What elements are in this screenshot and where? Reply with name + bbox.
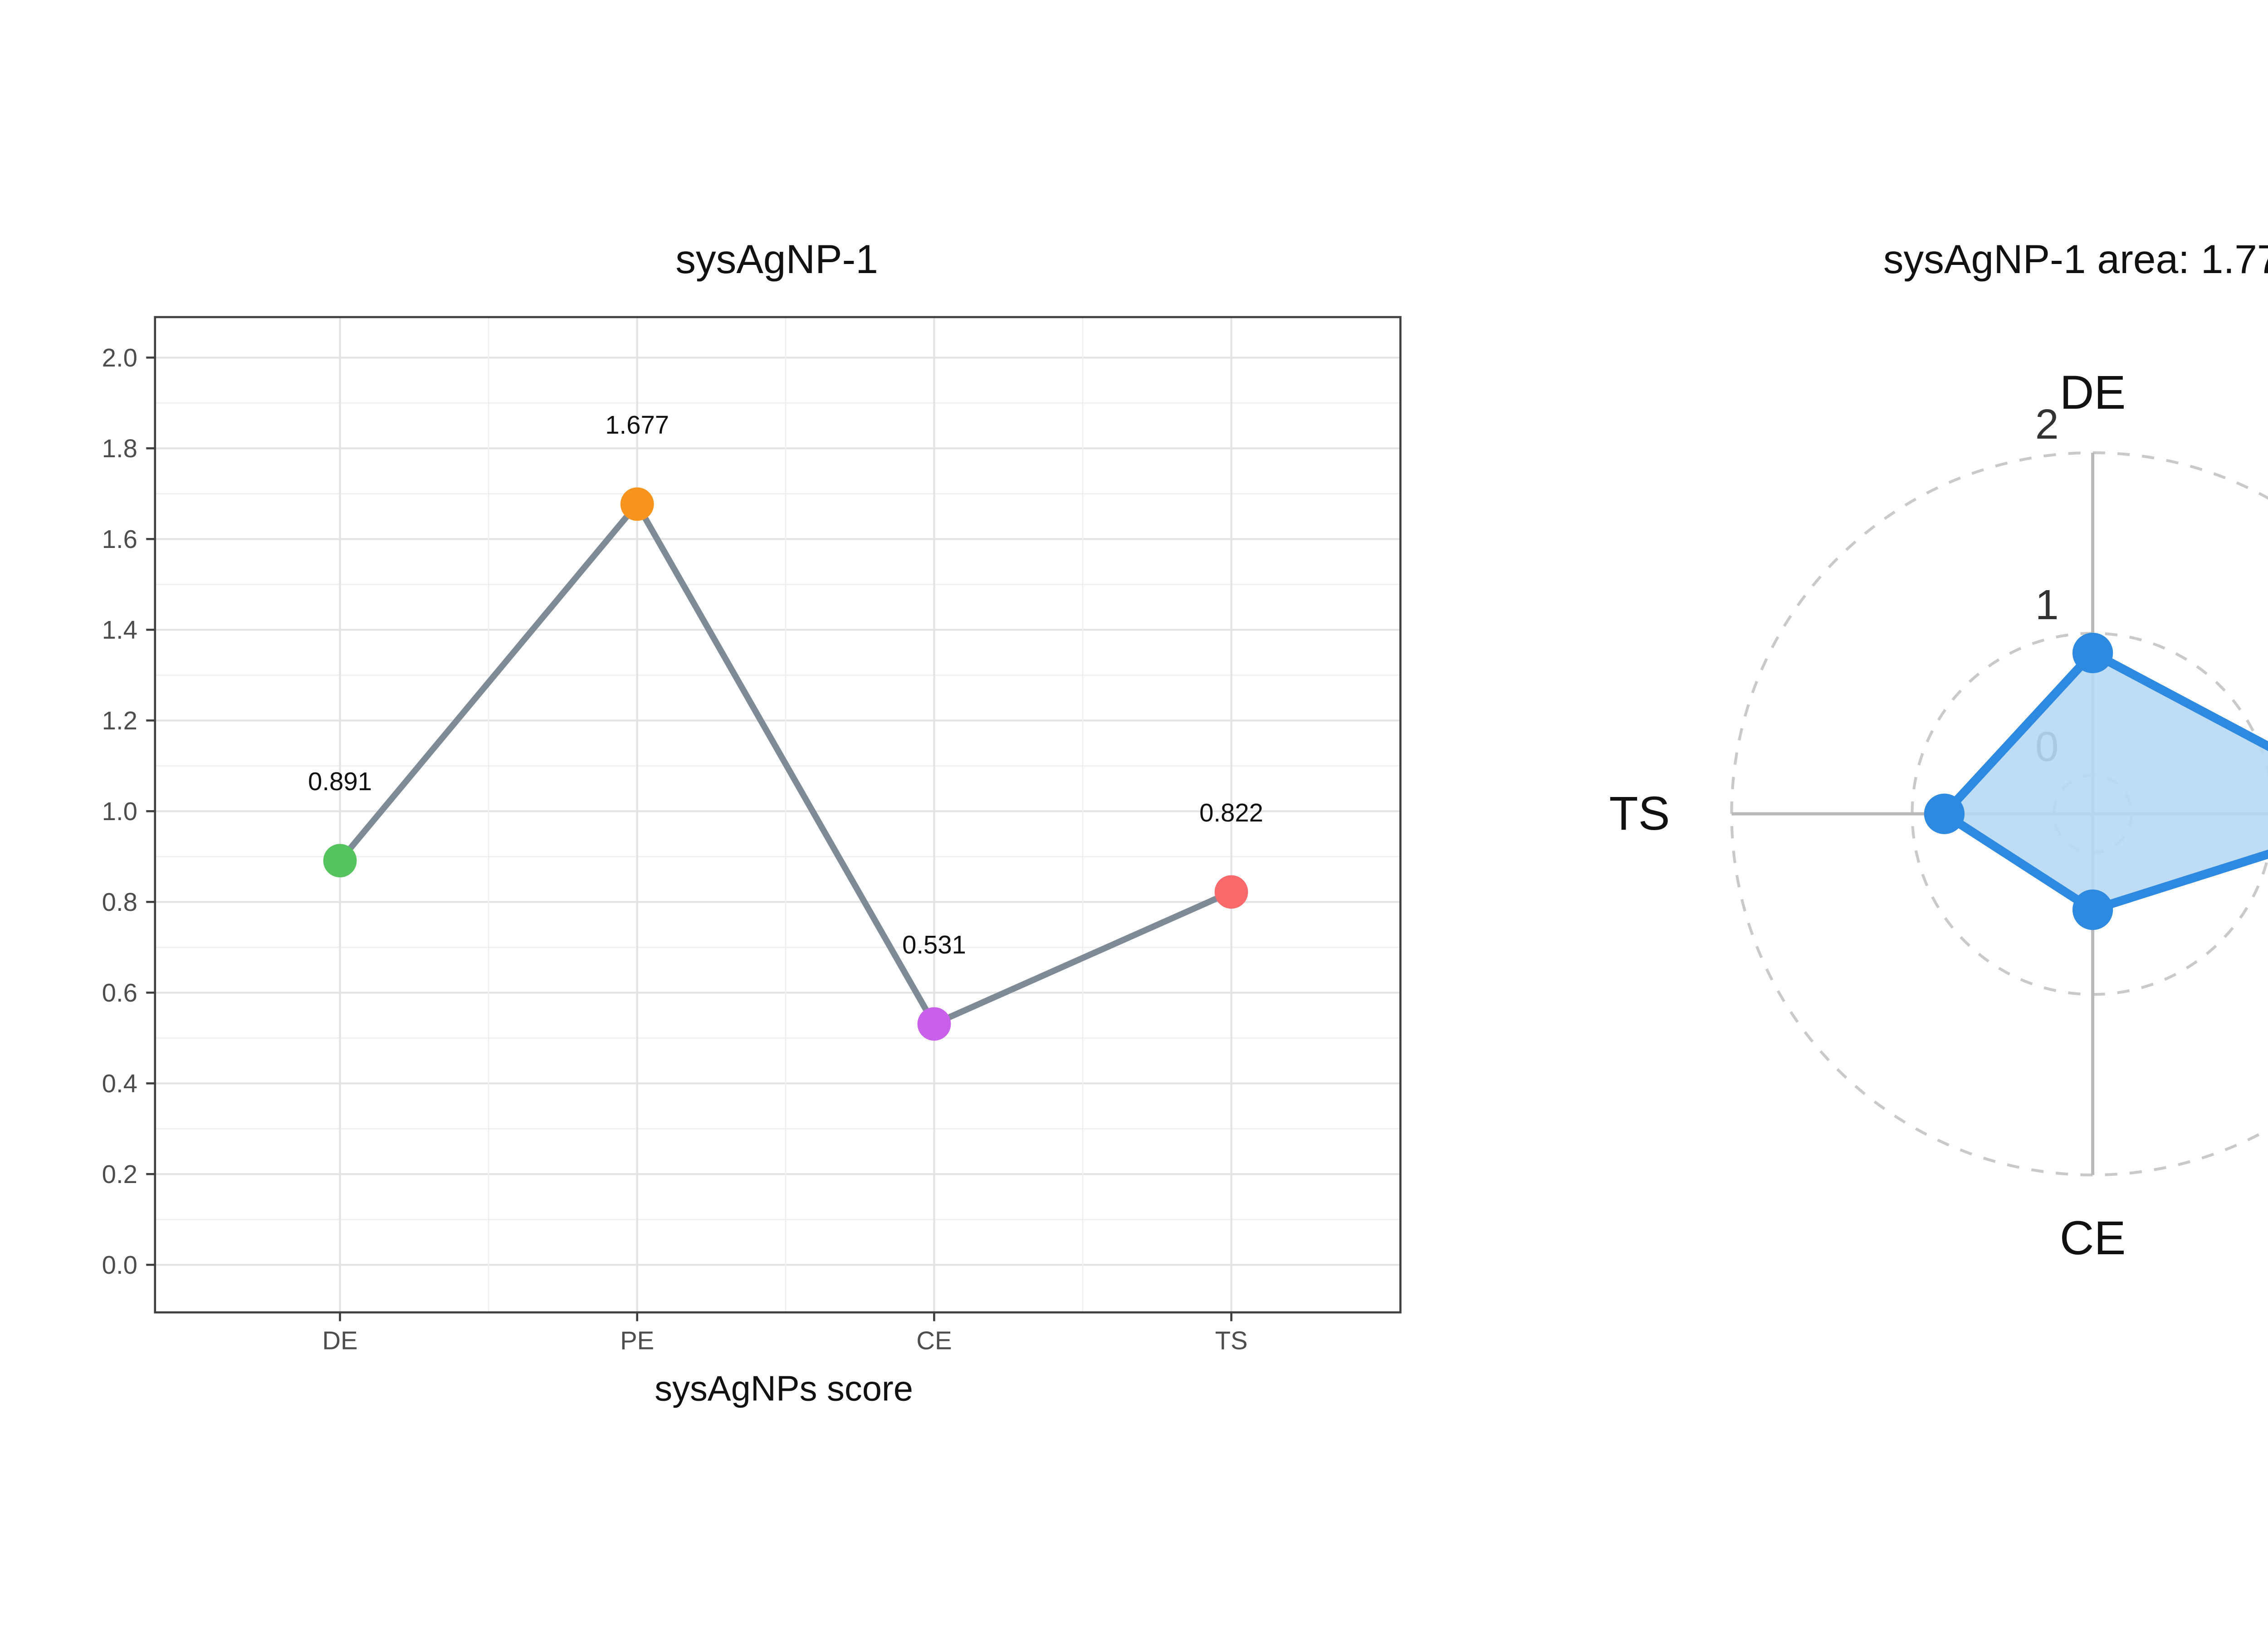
- radar-vertex-CE: [2072, 889, 2113, 930]
- line-chart: 0.0 0.2 0.4 0.6 0.8 1.0 1.2 1.4 1.6 1.8 2.0 DE PE CE T…: [102, 316, 1402, 1355]
- radar-polygon: [1940, 648, 2268, 914]
- radar-ring-label: 1: [2035, 581, 2059, 628]
- x-tick-label: PE: [620, 1326, 654, 1355]
- line-chart-x-axis-title: sysAgNPs score: [655, 1369, 913, 1408]
- radar-vertex-TS: [1924, 793, 1965, 834]
- plot-panel: [155, 317, 1401, 1313]
- score-value-label-DE: 0.891: [308, 767, 372, 796]
- radar-chart-title: sysAgNP-1 area: 1.777: [1883, 236, 2268, 282]
- x-tick-label: DE: [322, 1326, 357, 1355]
- y-tick-label: 1.8: [102, 434, 137, 463]
- y-tick-label: 0.4: [102, 1069, 137, 1098]
- score-point-TS: [1214, 875, 1248, 909]
- y-tick-label: 1.0: [102, 797, 137, 826]
- radar-axis-label-CE: CE: [2060, 1212, 2126, 1265]
- score-point-DE: [323, 844, 357, 878]
- x-tick-label: TS: [1215, 1326, 1248, 1355]
- y-tick-label: 1.2: [102, 706, 137, 735]
- plot-panel-border: [154, 316, 1402, 1314]
- y-tick-label: 1.6: [102, 525, 137, 553]
- radar-axis-label-TS: TS: [1609, 787, 1670, 840]
- y-tick-label: 2.0: [102, 343, 137, 372]
- radar-ring-label: 2: [2035, 401, 2059, 448]
- y-tick-label: 0.8: [102, 888, 137, 916]
- score-value-label-PE: 1.677: [605, 411, 669, 439]
- y-tick-label: 1.4: [102, 616, 137, 644]
- score-point-CE: [917, 1007, 951, 1041]
- radar-vertex-DE: [2072, 632, 2113, 674]
- radar-chart: 012DEPECETS: [1609, 366, 2268, 1265]
- score-value-label-TS: 0.822: [1199, 798, 1263, 827]
- x-tick-label: CE: [916, 1326, 952, 1355]
- line-chart-title: sysAgNP-1: [675, 236, 878, 282]
- radar-axis-label-DE: DE: [2060, 366, 2126, 419]
- y-tick-label: 0.2: [102, 1160, 137, 1188]
- score-line: [337, 501, 1235, 1027]
- y-tick-label: 0.6: [102, 978, 137, 1007]
- score-value-label-CE: 0.531: [902, 930, 966, 959]
- score-point-PE: [620, 487, 654, 521]
- y-tick-label: 0.0: [102, 1251, 137, 1279]
